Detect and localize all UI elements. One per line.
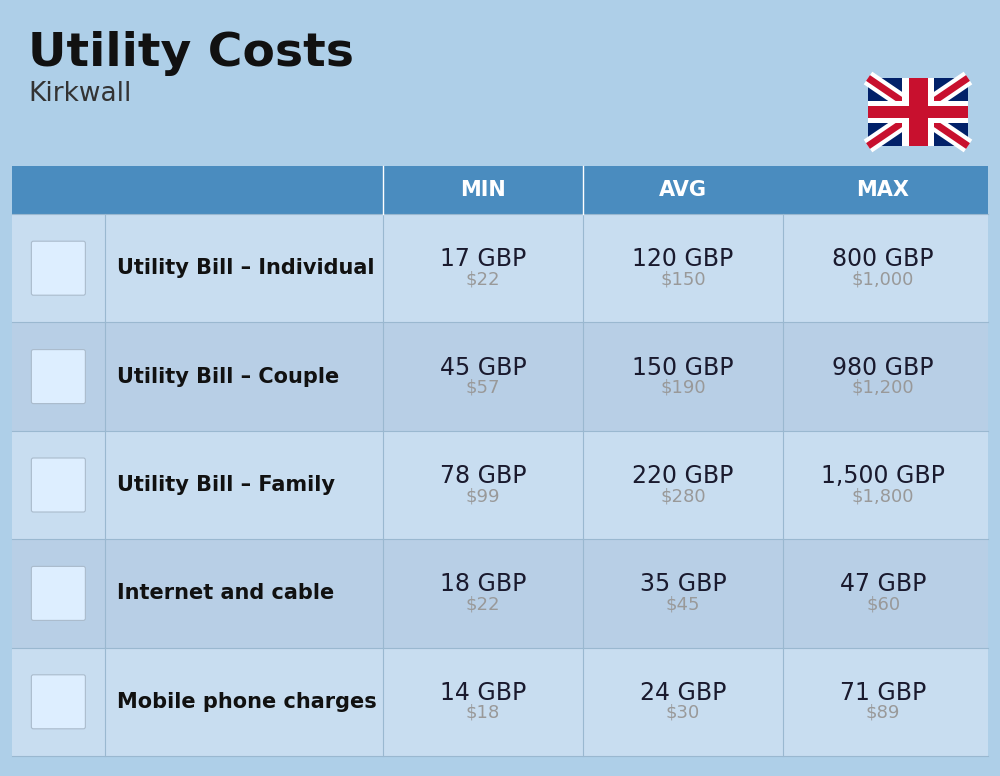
Text: 220 GBP: 220 GBP [632, 464, 734, 488]
Text: Internet and cable: Internet and cable [117, 584, 334, 604]
Text: $150: $150 [660, 270, 706, 288]
Text: 150 GBP: 150 GBP [632, 355, 734, 379]
Bar [868, 106, 968, 119]
Text: 1,500 GBP: 1,500 GBP [821, 464, 945, 488]
Text: $60: $60 [866, 595, 900, 613]
FancyBboxPatch shape [31, 458, 85, 512]
Bar [868, 101, 968, 123]
Text: Utility Bill – Individual: Utility Bill – Individual [117, 258, 374, 279]
Text: 24 GBP: 24 GBP [640, 681, 726, 705]
Text: $30: $30 [666, 704, 700, 722]
Text: $22: $22 [466, 595, 500, 613]
Text: $18: $18 [466, 704, 500, 722]
Text: 980 GBP: 980 GBP [832, 355, 934, 379]
Bar [12, 214, 988, 322]
Text: 78 GBP: 78 GBP [440, 464, 526, 488]
Text: Utility Costs: Utility Costs [28, 31, 354, 76]
Text: 45 GBP: 45 GBP [440, 355, 526, 379]
Bar [908, 78, 928, 146]
Text: Utility Bill – Couple: Utility Bill – Couple [117, 366, 339, 386]
Bar [12, 322, 988, 431]
Text: $57: $57 [466, 379, 500, 397]
Text: Utility Bill – Family: Utility Bill – Family [117, 475, 335, 495]
Text: 47 GBP: 47 GBP [840, 573, 926, 597]
Bar [12, 431, 988, 539]
Text: $45: $45 [666, 595, 700, 613]
Text: $99: $99 [466, 487, 500, 505]
Text: 800 GBP: 800 GBP [832, 248, 934, 271]
Text: AVG: AVG [659, 180, 707, 200]
Text: 35 GBP: 35 GBP [640, 573, 726, 597]
Bar [12, 648, 988, 756]
Text: $1,000: $1,000 [852, 270, 914, 288]
Text: $1,200: $1,200 [852, 379, 914, 397]
FancyBboxPatch shape [31, 241, 85, 295]
Text: Kirkwall: Kirkwall [28, 81, 131, 107]
Bar [868, 78, 968, 146]
Bar [12, 539, 988, 648]
Text: 71 GBP: 71 GBP [840, 681, 926, 705]
Text: MIN: MIN [460, 180, 506, 200]
Text: 17 GBP: 17 GBP [440, 248, 526, 271]
FancyBboxPatch shape [31, 350, 85, 404]
FancyBboxPatch shape [31, 566, 85, 620]
Bar [12, 166, 988, 214]
Text: $22: $22 [466, 270, 500, 288]
Text: $89: $89 [866, 704, 900, 722]
Text: $280: $280 [660, 487, 706, 505]
Text: $1,800: $1,800 [852, 487, 914, 505]
Text: $190: $190 [660, 379, 706, 397]
Text: 14 GBP: 14 GBP [440, 681, 526, 705]
Bar [902, 78, 934, 146]
Text: 18 GBP: 18 GBP [440, 573, 526, 597]
Text: Mobile phone charges: Mobile phone charges [117, 691, 376, 712]
Text: 120 GBP: 120 GBP [632, 248, 734, 271]
Text: MAX: MAX [857, 180, 910, 200]
FancyBboxPatch shape [31, 675, 85, 729]
